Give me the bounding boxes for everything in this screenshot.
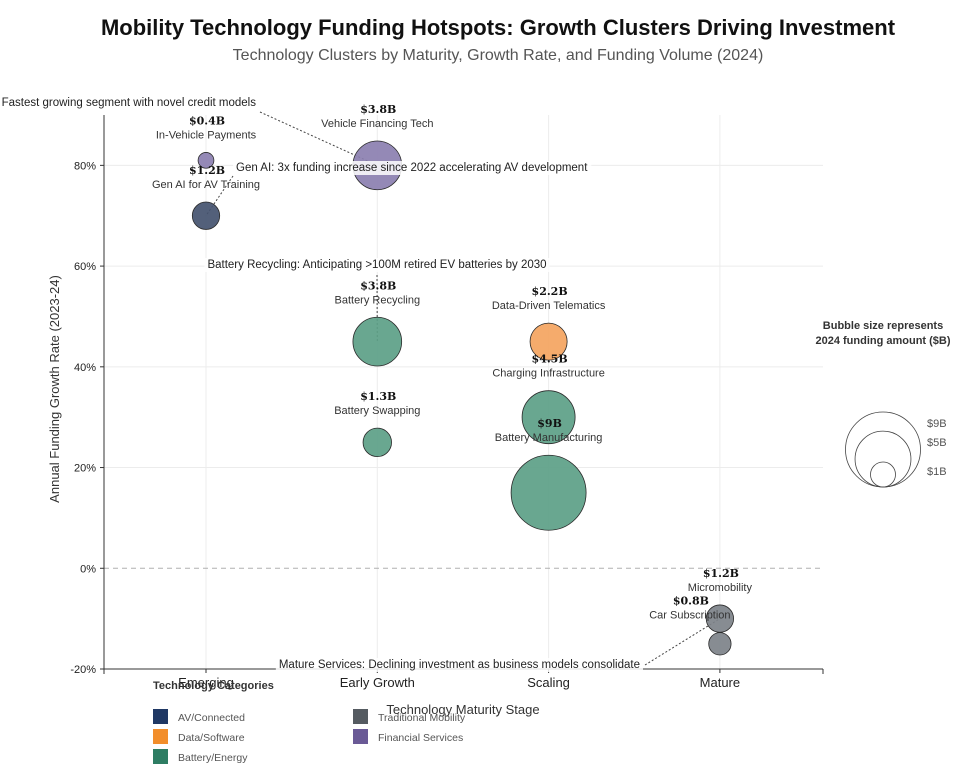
value-label-battery-manufacturing: $9B (537, 417, 562, 430)
name-label-battery-swapping: Battery Swapping (334, 405, 420, 417)
chart-title: Mobility Technology Funding Hotspots: Gr… (101, 15, 896, 40)
y-tick-label: 80% (74, 160, 96, 172)
legend-label-av-connected: AV/Connected (178, 712, 245, 724)
annotation-box-1 (0, 96, 260, 110)
value-label-charging-infrastructure: $4.5B (532, 353, 568, 366)
size-legend-label-5: $5B (927, 437, 947, 449)
name-label-car-subscription: Car Subscription (649, 610, 730, 622)
x-tick-label-emerging: Emerging (178, 675, 234, 690)
size-legend-circle-1 (870, 461, 896, 488)
annotation-box-2 (233, 161, 592, 175)
value-label-car-subscription: $0.8B (673, 595, 709, 608)
name-label-gen-ai-for-av-training: Gen AI for AV Training (152, 179, 260, 191)
y-tick-label: 0% (80, 563, 96, 575)
value-label-gen-ai-for-av-training: $1.2B (189, 164, 225, 177)
y-tick-label: -20% (70, 664, 96, 676)
annotation-leader-4 (644, 618, 721, 666)
name-label-data-driven-telematics: Data-Driven Telematics (492, 300, 606, 312)
name-label-in-vehicle-payments: In-Vehicle Payments (156, 129, 257, 141)
legend-label-traditional-mobility: Traditional Mobility (378, 712, 466, 724)
size-legend-title-line2: 2024 funding amount ($B) (815, 335, 950, 347)
bubble-gen-ai-for-av-training (191, 201, 221, 230)
bubble-battery-manufacturing (510, 454, 587, 531)
annotation-text-2: Gen AI: 3x funding increase since 2022 a… (236, 162, 588, 174)
name-label-charging-infrastructure: Charging Infrastructure (492, 368, 605, 380)
size-legend-circle-5 (854, 430, 912, 488)
bubbles (191, 140, 734, 656)
bubble-in-vehicle-payments (197, 152, 215, 169)
annotations: Fastest growing segment with novel credi… (0, 96, 643, 672)
annotation-leaders (205, 111, 721, 666)
axes: -20% 0% 20% 40% 60% 80% Emerging Early Growth Sc… (70, 115, 824, 690)
category-legend: Technology Categories AV/Connected Data/S… (153, 680, 466, 764)
legend-swatch-data-software (153, 729, 168, 744)
x-tick-label-mature: Mature (700, 675, 740, 690)
x-tick-label-scaling: Scaling (527, 675, 570, 690)
name-label-micromobility: Micromobility (688, 582, 753, 594)
value-label-micromobility: $1.2B (703, 567, 739, 580)
y-tick-label: 40% (74, 362, 96, 374)
size-legend: Bubble size represents 2024 funding amou… (815, 320, 951, 488)
annotation-box-4 (275, 658, 643, 672)
y-tick-label: 60% (74, 261, 96, 273)
legend-label-data-software: Data/Software (178, 732, 245, 744)
value-label-in-vehicle-payments: $0.4B (189, 114, 225, 127)
y-axis-title: Annual Funding Growth Rate (2023-24) (47, 275, 62, 503)
bubble-battery-swapping (362, 427, 392, 458)
value-label-data-driven-telematics: $2.2B (532, 285, 568, 298)
value-label-vehicle-financing-tech: $3.8B (360, 103, 396, 116)
size-legend-label-9: $9B (927, 418, 947, 430)
bubble-car-subscription (708, 632, 732, 656)
x-axis-title: Technology Maturity Stage (386, 702, 539, 717)
legend-swatch-financial-services (353, 729, 368, 744)
annotation-leader-1 (259, 111, 378, 166)
legend-swatch-battery-energy (153, 749, 168, 764)
chart-subtitle: Technology Clusters by Maturity, Growth … (233, 47, 764, 64)
legend-swatch-av-connected (153, 709, 168, 724)
x-tick-label-early-growth: Early Growth (340, 675, 415, 690)
annotation-text-1: Fastest growing segment with novel credi… (2, 97, 257, 109)
value-label-battery-swapping: $1.3B (360, 390, 396, 403)
legend-swatch-traditional-mobility (353, 709, 368, 724)
value-label-battery-recycling: $3.8B (360, 279, 396, 292)
name-label-battery-recycling: Battery Recycling (335, 294, 421, 306)
size-legend-title-line1: Bubble size represents (823, 320, 943, 332)
legend-title: Technology Categories (153, 680, 274, 692)
bubble-battery-recycling (352, 316, 403, 367)
bubble-labels: $0.4B In-Vehicle Payments $1.2B Gen AI for … (152, 103, 752, 622)
size-legend-label-1: $1B (927, 466, 947, 478)
y-tick-label: 20% (74, 463, 96, 475)
annotation-text-3: Battery Recycling: Anticipating >100M re… (207, 259, 546, 271)
bubble-charging-infrastructure (521, 390, 576, 445)
legend-label-financial-services: Financial Services (378, 732, 463, 744)
bubble-data-driven-telematics (529, 322, 568, 361)
legend-label-battery-energy: Battery/Energy (178, 752, 248, 764)
name-label-vehicle-financing-tech: Vehicle Financing Tech (321, 118, 433, 130)
name-label-battery-manufacturing: Battery Manufacturing (495, 432, 603, 444)
annotation-text-4: Mature Services: Declining investment as… (279, 659, 640, 671)
annotation-box-3 (204, 258, 550, 272)
